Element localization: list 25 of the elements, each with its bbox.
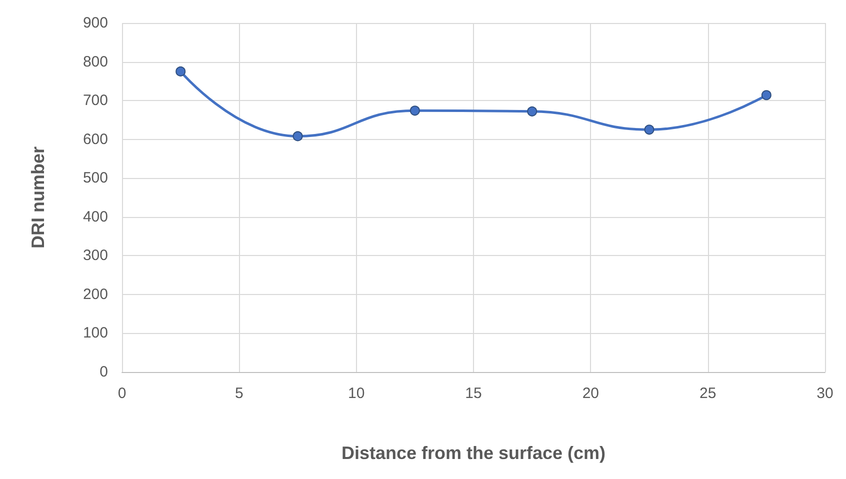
point [761,90,772,100]
y-tick-label: 900 [82,14,108,32]
x-tick-label: 20 [582,385,600,402]
point [176,66,186,76]
x-tick-label: 25 [699,385,716,402]
point [410,106,420,116]
point [527,106,538,116]
x-axis-title: Distance from the surface (cm) [341,443,606,463]
x-tick-label: 10 [348,385,365,402]
y-tick-label: 800 [82,53,108,70]
point [292,131,303,142]
x-tick-label: 0 [118,385,126,402]
y-tick-label: 700 [82,92,108,110]
y-tick-label: 500 [82,170,108,187]
x-tick-label: 5 [234,385,244,402]
point [644,124,654,135]
y-axis-title: DRI number [28,146,48,249]
y-tick-label: 600 [82,130,108,148]
y-tick-label: 200 [82,286,108,303]
y-tick-label: 300 [82,247,108,264]
y-tick-label: 100 [82,324,108,342]
y-tick-label: 0 [100,364,108,380]
x-tick-label: 15 [465,385,482,402]
x-tick-label: 30 [816,385,834,402]
y-tick-label: 400 [82,208,108,226]
